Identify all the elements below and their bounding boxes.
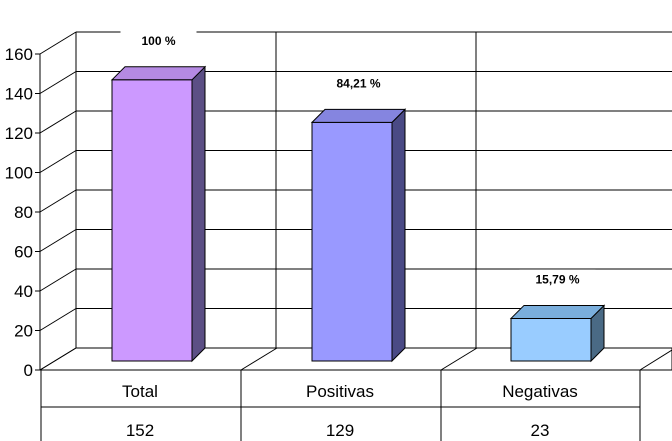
bar-negativas <box>510 317 592 362</box>
value-label: 129 <box>326 421 354 440</box>
gridline-depth <box>39 110 77 134</box>
bar-top <box>509 304 606 319</box>
gridline-depth <box>39 71 77 94</box>
y-tick-label: 160 <box>5 45 33 64</box>
category-label: Negativas <box>502 382 578 401</box>
data-table: Total 152 Positivas 129 Negativas 23 <box>40 370 641 441</box>
y-tick-label: 0 <box>24 361 33 380</box>
category-label: Total <box>122 382 158 401</box>
gridline-depth <box>39 268 77 292</box>
y-tick-label: 120 <box>5 124 33 143</box>
y-tick-label: 60 <box>14 243 33 262</box>
percent-label: 84,21 % <box>336 76 380 90</box>
gridline-depth <box>39 31 77 55</box>
bar-total <box>111 79 193 362</box>
value-label: 152 <box>126 421 154 440</box>
percent-label-bg <box>120 30 197 50</box>
gridline-depth <box>39 229 77 252</box>
category-label: Positivas <box>306 382 374 401</box>
bar-top <box>310 108 407 123</box>
percent-label-bg <box>519 269 596 289</box>
bar-side <box>391 108 406 363</box>
floor-edge <box>639 349 672 371</box>
percent-label-bg <box>320 73 397 93</box>
gridline-depth <box>39 189 77 213</box>
y-tick-label: 20 <box>14 322 33 341</box>
gridline-depth <box>39 308 77 331</box>
y-tick-label: 140 <box>5 85 33 104</box>
floor-divider <box>440 347 478 371</box>
labels: 0 20 40 60 80 100 120 140 160 100 % 84,21 % 15,79 % <box>5 30 596 380</box>
percent-label: 100 % <box>141 34 175 48</box>
bar-side <box>191 65 206 363</box>
bars <box>110 65 606 363</box>
axes <box>35 32 672 371</box>
value-label: 23 <box>531 421 550 440</box>
bar-positivas <box>311 121 393 362</box>
y-tick-label: 80 <box>14 203 33 222</box>
gridline-depth <box>39 150 77 173</box>
floor-divider <box>240 347 278 371</box>
y-tick-label: 40 <box>14 282 33 301</box>
y-tick-label: 100 <box>5 164 33 183</box>
percent-label: 15,79 % <box>535 272 579 286</box>
bar-top <box>110 66 207 81</box>
